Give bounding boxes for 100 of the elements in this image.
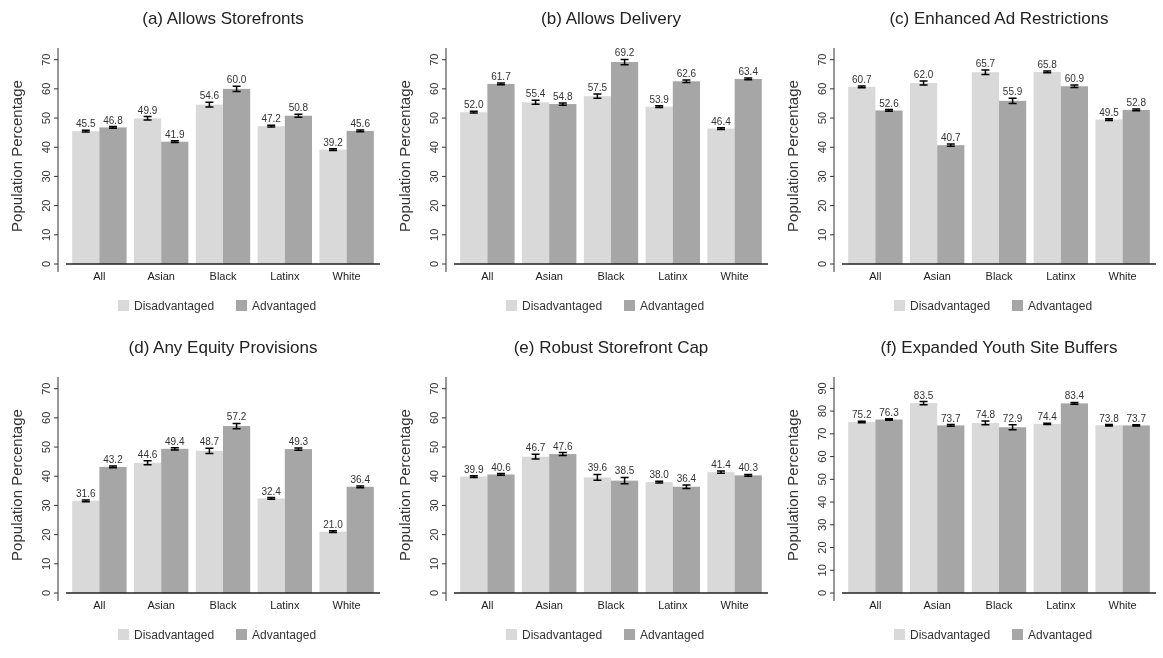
bar [346, 130, 374, 264]
data-label: 63.4 [738, 66, 759, 78]
data-label: 60.0 [226, 74, 247, 86]
bar [999, 100, 1027, 264]
data-label: 62.0 [913, 68, 934, 80]
y-axis-title: Population Percentage [784, 80, 801, 232]
bar [195, 104, 223, 264]
y-tick-label: 20 [40, 199, 52, 212]
bar [937, 145, 965, 264]
data-label: 54.6 [199, 90, 220, 102]
chart-title: (c) Enhanced Ad Restrictions [889, 9, 1109, 28]
y-tick-label: 50 [816, 473, 828, 486]
y-tick-label: 30 [428, 499, 440, 512]
legend-label: Advantaged [252, 628, 317, 642]
data-label: 52.8 [1126, 97, 1147, 109]
y-tick-label: 60 [428, 82, 440, 95]
x-tick-label: White [1108, 270, 1137, 282]
bar [909, 83, 938, 264]
data-label: 31.6 [76, 487, 96, 499]
data-label: 73.7 [1126, 412, 1147, 424]
legend-label: Disadvantaged [522, 299, 603, 313]
data-label: 74.4 [1037, 411, 1058, 423]
bar [1060, 403, 1089, 593]
bar [1033, 423, 1061, 593]
y-tick-label: 30 [816, 518, 828, 531]
data-label: 55.4 [525, 88, 546, 100]
data-label: 38.5 [614, 465, 635, 477]
y-tick-label: 10 [40, 228, 52, 241]
bar [319, 149, 347, 264]
data-label: 47.6 [553, 440, 573, 452]
y-tick-label: 90 [816, 382, 828, 395]
bar [971, 422, 999, 593]
data-label: 65.8 [1037, 59, 1058, 71]
legend-label: Disadvantaged [910, 299, 991, 313]
chart-title: (e) Robust Storefront Cap [513, 338, 709, 357]
bar [909, 403, 938, 593]
legend-label: Disadvantaged [134, 628, 215, 642]
bar [734, 78, 762, 264]
x-tick-label: Asian [147, 599, 175, 611]
x-tick-label: Latinx [658, 599, 688, 611]
y-tick-label: 70 [428, 53, 440, 66]
bar [611, 480, 639, 593]
x-tick-label: White [332, 599, 361, 611]
y-tick-label: 30 [816, 170, 828, 183]
data-label: 43.2 [103, 454, 124, 466]
y-tick-label: 30 [40, 499, 52, 512]
bar [549, 454, 577, 593]
bar [487, 474, 515, 593]
bar [99, 127, 127, 264]
y-tick-label: 0 [428, 589, 440, 597]
y-tick-label: 40 [816, 141, 828, 154]
x-tick-label: Black [985, 599, 1013, 611]
legend-label: Advantaged [1028, 628, 1093, 642]
x-tick-label: All [869, 270, 882, 282]
data-label: 76.3 [879, 406, 900, 418]
x-tick-label: Black [209, 270, 237, 282]
y-tick-label: 0 [816, 260, 828, 268]
y-tick-label: 60 [428, 411, 440, 424]
y-tick-label: 50 [816, 111, 828, 125]
x-tick-label: Latinx [1046, 270, 1076, 282]
data-label: 36.4 [350, 473, 371, 485]
data-label: 39.9 [464, 463, 484, 475]
x-tick-label: Black [597, 599, 625, 611]
data-label: 21.0 [323, 518, 344, 530]
x-tick-label: All [93, 599, 106, 611]
legend-label: Disadvantaged [134, 299, 215, 313]
y-axis-title: Population Percentage [396, 80, 413, 232]
y-tick-label: 70 [40, 53, 52, 66]
y-tick-label: 30 [40, 170, 52, 183]
legend-label: Advantaged [1028, 299, 1093, 313]
y-tick-label: 10 [40, 557, 52, 570]
y-tick-label: 80 [816, 404, 828, 418]
data-label: 49.3 [288, 435, 309, 447]
data-label: 36.4 [676, 473, 697, 484]
bar [1122, 425, 1150, 593]
y-tick-label: 10 [816, 228, 828, 241]
data-label: 47.2 [261, 113, 282, 125]
bar [848, 86, 876, 264]
data-label: 53.9 [649, 93, 670, 105]
x-tick-label: All [481, 599, 494, 611]
x-tick-label: Asian [923, 599, 951, 611]
data-label: 52.6 [879, 97, 900, 109]
bar [875, 419, 903, 593]
bar [707, 128, 735, 264]
bar [257, 126, 285, 264]
bar [999, 427, 1027, 593]
data-label: 73.7 [941, 412, 961, 424]
x-tick-label: Latinx [1046, 599, 1076, 611]
legend-label: Disadvantaged [910, 628, 991, 642]
data-label: 72.9 [1002, 412, 1023, 424]
data-label: 40.6 [491, 461, 512, 473]
bar [971, 72, 999, 264]
data-label: 65.7 [975, 57, 996, 69]
y-axis-title: Population Percentage [396, 409, 413, 561]
bar [583, 477, 611, 593]
data-label: 61.7 [491, 71, 512, 83]
bar [672, 486, 701, 593]
x-tick-label: White [1108, 599, 1137, 611]
bar [521, 456, 550, 593]
y-tick-label: 40 [428, 470, 440, 483]
